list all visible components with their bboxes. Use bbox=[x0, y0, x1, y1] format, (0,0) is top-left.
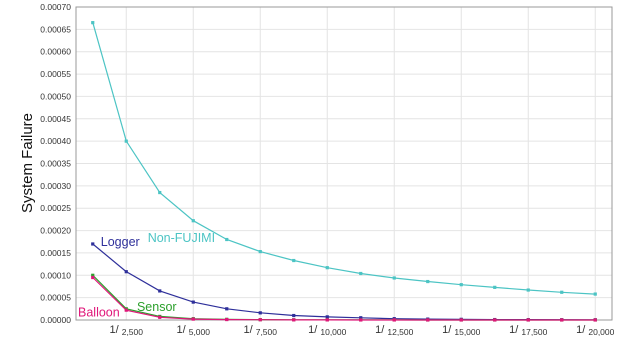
data-point bbox=[292, 313, 296, 318]
data-point bbox=[225, 307, 229, 311]
grid bbox=[76, 6, 612, 321]
data-point bbox=[459, 318, 463, 322]
data-point bbox=[426, 318, 430, 322]
y-tick-label: 0.00030 bbox=[40, 181, 71, 191]
series-line-balloon bbox=[92, 277, 596, 321]
data-point bbox=[325, 318, 329, 322]
data-point bbox=[560, 318, 564, 322]
x-tick-label: 1/ 7,500 bbox=[243, 324, 277, 337]
data-point bbox=[359, 318, 363, 322]
annotation-sensor: Sensor bbox=[137, 300, 177, 314]
y-tick-label: 0.00045 bbox=[40, 114, 71, 124]
data-point bbox=[91, 275, 95, 280]
data-point bbox=[426, 279, 430, 284]
data-point bbox=[459, 283, 463, 287]
data-point bbox=[560, 290, 564, 294]
annotation-logger: Logger bbox=[101, 235, 140, 249]
data-point bbox=[124, 308, 128, 312]
y-tick-labels: 0.00000 0.00005 0.00010 0.00015 0.00020 0.000… bbox=[40, 2, 71, 325]
y-tick-label: 0.00050 bbox=[40, 91, 71, 101]
data-point bbox=[124, 270, 128, 274]
data-point bbox=[225, 317, 229, 322]
data-point bbox=[91, 21, 95, 25]
y-tick-label: 0.00055 bbox=[40, 69, 71, 79]
y-tick-label: 0.00005 bbox=[40, 293, 71, 303]
data-point bbox=[158, 315, 162, 319]
y-tick-label: 0.00015 bbox=[40, 248, 71, 258]
x-tick-label: 1/ 20,000 bbox=[576, 324, 615, 337]
y-tick-label: 0.00040 bbox=[40, 136, 71, 146]
data-point bbox=[493, 318, 497, 322]
x-tick-labels: 1/ 2,500 1/ 5,000 1/ 7,500 1/ 10,000 1/ 12,5… bbox=[109, 324, 614, 337]
data-point bbox=[359, 271, 363, 276]
data-point bbox=[191, 219, 195, 223]
y-tick-label: 0.00060 bbox=[40, 47, 71, 57]
series-line-non-fujimi bbox=[92, 22, 596, 295]
annotation-balloon: Balloon bbox=[78, 305, 120, 319]
series-lines bbox=[91, 21, 597, 322]
series-annotations: Non-FUJIMI Logger Sensor Balloon bbox=[78, 231, 215, 320]
data-point bbox=[158, 289, 162, 293]
x-tick-label: 1/ 10,000 bbox=[308, 324, 347, 337]
y-tick-label: 0.00020 bbox=[40, 226, 71, 236]
data-point bbox=[392, 318, 396, 322]
y-tick-label: 0.00065 bbox=[40, 24, 71, 34]
y-tick-label: 0.00000 bbox=[40, 315, 71, 325]
x-tick-label: 1/ 15,000 bbox=[442, 324, 481, 337]
data-point bbox=[325, 266, 329, 270]
data-point bbox=[158, 190, 162, 195]
data-point bbox=[124, 139, 128, 143]
y-axis-label: System Failure bbox=[19, 113, 36, 213]
data-point bbox=[292, 318, 296, 322]
data-point bbox=[359, 316, 363, 320]
x-tick-label: 1/ 5,000 bbox=[176, 324, 210, 337]
y-tick-label: 0.00010 bbox=[40, 270, 71, 280]
data-point bbox=[593, 292, 597, 296]
data-point bbox=[225, 237, 229, 242]
data-point bbox=[191, 317, 195, 321]
data-point bbox=[325, 315, 329, 319]
data-point bbox=[493, 285, 497, 289]
y-tick-label: 0.00025 bbox=[40, 203, 71, 213]
x-tick-label: 1/ 12,500 bbox=[375, 324, 414, 337]
x-tick-label: 1/ 17,500 bbox=[509, 324, 548, 337]
data-point bbox=[91, 242, 95, 246]
data-point bbox=[258, 249, 262, 254]
data-point bbox=[392, 276, 396, 280]
data-point bbox=[593, 318, 597, 322]
data-point bbox=[292, 258, 296, 263]
data-point bbox=[258, 318, 262, 322]
data-point bbox=[91, 273, 95, 277]
data-point bbox=[258, 311, 262, 315]
data-point bbox=[526, 288, 530, 292]
annotation-non-fujimi: Non-FUJIMI bbox=[148, 231, 215, 245]
y-tick-label: 0.00070 bbox=[40, 2, 71, 12]
x-tick-label: 1/ 2,500 bbox=[109, 324, 143, 337]
data-point bbox=[526, 318, 530, 322]
data-point bbox=[191, 300, 195, 304]
y-tick-label: 0.00035 bbox=[40, 159, 71, 169]
